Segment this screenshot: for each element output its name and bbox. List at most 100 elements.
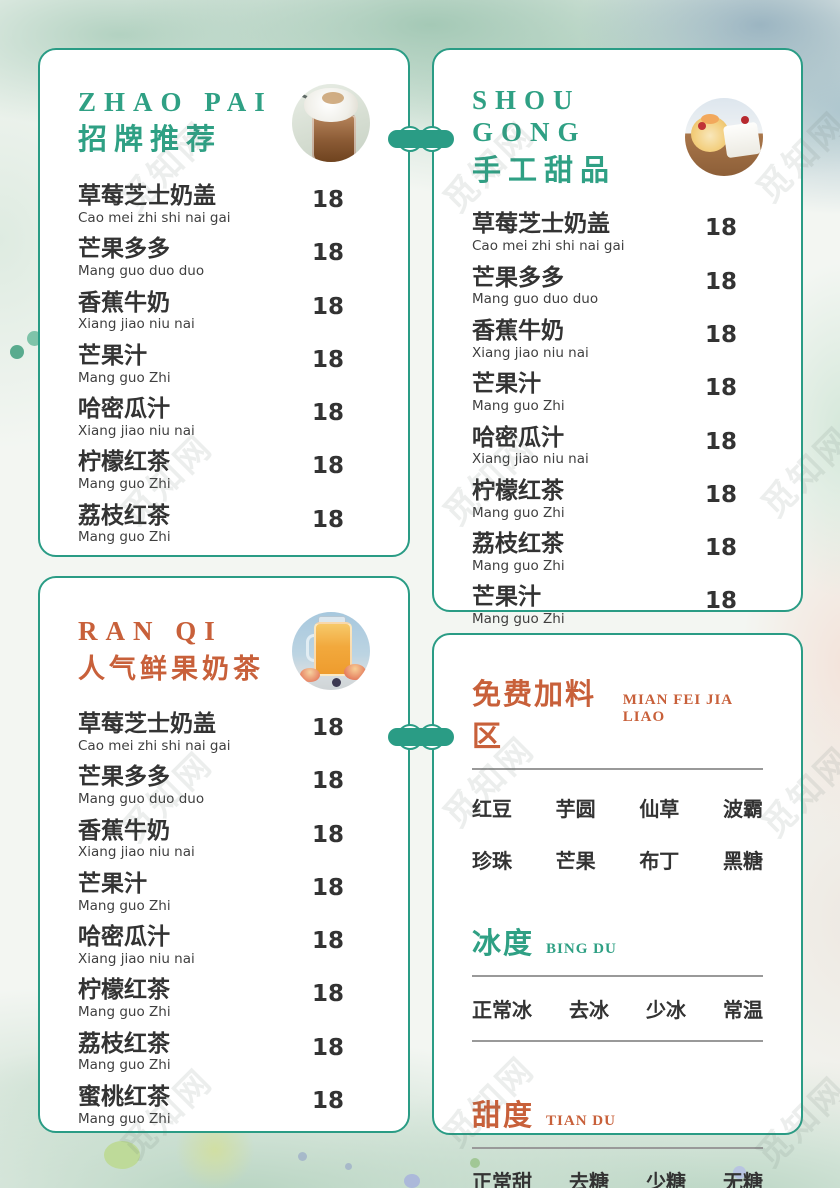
- connector-pill: [388, 728, 454, 746]
- item-name: 芒果汁: [78, 870, 147, 897]
- item-name: 芒果汁: [78, 342, 147, 369]
- menu-item-list: 草莓芝士奶盖 Cao mei zhi shi nai gai 18 芒果多多 Mang…: [78, 183, 370, 546]
- item-name: 香蕉牛奶: [472, 318, 564, 344]
- item-price: 18: [311, 453, 344, 480]
- divider-line: [472, 768, 763, 770]
- item-price: 18: [704, 535, 737, 562]
- item-price: 18: [311, 187, 344, 213]
- panel-title-chinese: 人气鲜果奶茶: [78, 653, 264, 684]
- menu-item: 草莓芝士奶盖 Cao mei zhi shi nai gai 18: [78, 183, 370, 226]
- section-title: 甜度 TIAN DU: [472, 1092, 763, 1134]
- panel-header: SHOU GONG 手工甜品: [472, 84, 763, 190]
- ice-option: 正常冰: [472, 998, 532, 1022]
- options-panel: 免费加料区 MIAN FEI JIA LIAO 红豆 芋圆 仙草 波霸 珍珠 芒…: [432, 633, 803, 1188]
- panel-title: SHOU GONG 手工甜品: [472, 84, 685, 190]
- divider-line: [472, 975, 763, 977]
- item-price: 18: [704, 588, 737, 615]
- item-name: 芒果多多: [78, 236, 170, 263]
- item-price: 18: [311, 928, 344, 955]
- divider-line: [472, 1040, 763, 1042]
- menu-item: 草莓芝士奶盖 Cao mei zhi shi nai gai 18: [78, 711, 370, 754]
- addon-option: 波霸: [722, 797, 763, 821]
- free-addons-section: 免费加料区 MIAN FEI JIA LIAO 红豆 芋圆 仙草 波霸 珍珠 芒…: [472, 671, 763, 874]
- dessert-menu-panel: SHOU GONG 手工甜品 草莓芝士奶盖 Cao mei zhi shi nai…: [432, 48, 803, 627]
- item-price: 18: [311, 715, 344, 741]
- section-title-chinese: 甜度: [472, 1100, 535, 1132]
- connector-pill: [388, 130, 454, 148]
- blue-dot-decoration: [345, 1163, 352, 1170]
- item-pinyin: Cao mei zhi shi nai gai: [78, 209, 231, 226]
- panel-header: ZHAO PAI 招牌推荐: [78, 84, 370, 162]
- item-pinyin: Mang guo duo duo: [78, 791, 205, 808]
- panel-title: ZHAO PAI 招牌推荐: [78, 86, 273, 160]
- ice-options-row: 正常冰 去冰 少冰 常温: [472, 994, 763, 1023]
- item-name: 芒果多多: [472, 264, 564, 291]
- blue-dot-decoration: [298, 1152, 307, 1161]
- lavender-dot-decoration: [404, 1174, 420, 1188]
- menu-item: 哈密瓜汁 Xiang jiao niu nai 18: [472, 425, 763, 468]
- item-price: 18: [704, 428, 737, 455]
- item-price: 18: [311, 400, 344, 427]
- item-price: 18: [704, 268, 737, 295]
- menu-item: 香蕉牛奶 Xiang jiao niu nai 18: [78, 289, 370, 333]
- section-title-latin: BING DU: [546, 941, 617, 957]
- addons-row-2: 珍珠 芒果 布丁 黑糖: [472, 845, 763, 874]
- item-name: 哈密瓜汁: [78, 396, 170, 423]
- sweetness-section: 甜度 TIAN DU 正常甜 去糖 少糖 无糖: [472, 1092, 763, 1188]
- cherry-shape: [741, 116, 749, 125]
- menu-item: 芒果汁 Mang guo Zhi 18: [472, 372, 763, 414]
- panel-title-latin: RAN QI: [78, 616, 223, 647]
- item-pinyin: Mang guo duo duo: [472, 291, 599, 308]
- item-pinyin: Xiang jiao niu nai: [78, 422, 195, 439]
- menu-item: 草莓芝士奶盖 Cao mei zhi shi nai gai 18: [472, 212, 763, 254]
- signature-menu-panel: ZHAO PAI 招牌推荐 草莓芝士奶盖 Cao mei zhi shi nai …: [38, 48, 410, 557]
- item-price: 18: [311, 768, 344, 795]
- green-dot-decoration: [470, 1158, 480, 1168]
- item-pinyin: Xiang jiao niu nai: [472, 344, 589, 361]
- item-pinyin: Mang guo Zhi: [78, 1110, 171, 1127]
- menu-item: 芒果汁 Mang guo Zhi 18: [78, 342, 370, 386]
- menu-item: 荔枝红茶 Mang guo Zhi 18: [472, 531, 763, 574]
- addon-option: 珍珠: [472, 849, 512, 873]
- sweetness-option: 少糖: [646, 1170, 686, 1188]
- item-pinyin: Cao mei zhi shi nai gai: [472, 238, 625, 255]
- panel-header: RAN QI 人气鲜果奶茶: [78, 612, 370, 690]
- item-name: 芒果多多: [78, 764, 170, 791]
- menu-item-list: 草莓芝士奶盖 Cao mei zhi shi nai gai 18 芒果多多 Mang…: [472, 212, 763, 627]
- section-title: 冰度 BING DU: [472, 920, 763, 962]
- item-pinyin: Xiang jiao niu nai: [78, 844, 195, 861]
- item-name: 香蕉牛奶: [78, 289, 170, 316]
- addon-option: 布丁: [639, 849, 680, 873]
- section-title: 免费加料区 MIAN FEI JIA LIAO: [472, 671, 763, 755]
- item-name: 香蕉牛奶: [78, 817, 170, 844]
- menu-item: 芒果多多 Mang guo duo duo 18: [78, 237, 370, 279]
- menu-item: 柠檬红茶 Mang guo Zhi 18: [472, 478, 763, 521]
- menu-item: 荔枝红茶 Mang guo Zhi 18: [78, 1031, 370, 1074]
- menu-item: 柠檬红茶 Mang guo Zhi 18: [78, 978, 370, 1020]
- item-name: 柠檬红茶: [78, 977, 170, 1004]
- item-name: 草莓芝士奶盖: [472, 211, 610, 238]
- item-pinyin: Mang guo Zhi: [78, 369, 171, 386]
- lime-blob-decoration: [104, 1141, 140, 1169]
- panel-title-latin: SHOU GONG: [472, 85, 587, 148]
- addon-option: 黑糖: [722, 849, 763, 873]
- section-title-chinese: 冰度: [472, 928, 535, 960]
- panel-title-chinese: 招牌推荐: [78, 124, 223, 157]
- item-price: 18: [311, 981, 344, 1008]
- ice-option: 少冰: [646, 998, 686, 1022]
- item-pinyin: Mang guo Zhi: [78, 476, 171, 493]
- item-pinyin: Mang guo Zhi: [472, 611, 565, 628]
- item-pinyin: Xiang jiao niu nai: [78, 316, 195, 333]
- menu-item: 芒果汁 Mang guo Zhi 18: [78, 870, 370, 914]
- item-pinyin: Mang guo Zhi: [472, 557, 565, 574]
- ice-option: 常温: [723, 998, 763, 1022]
- addons-row-1: 红豆 芋圆 仙草 波霸: [472, 793, 763, 822]
- menu-item: 哈密瓜汁 Xiang jiao niu nai 18: [78, 396, 370, 439]
- panel-title: RAN QI 人气鲜果奶茶: [78, 615, 264, 686]
- item-pinyin: Mang guo duo duo: [78, 263, 205, 280]
- item-price: 18: [311, 874, 344, 901]
- menu-item: 香蕉牛奶 Xiang jiao niu nai 18: [78, 817, 370, 861]
- peach-slice-shape: [300, 668, 320, 682]
- fruit-tea-menu-panel: RAN QI 人气鲜果奶茶 草莓芝士奶盖 Cao mei zhi shi nai …: [38, 576, 410, 1133]
